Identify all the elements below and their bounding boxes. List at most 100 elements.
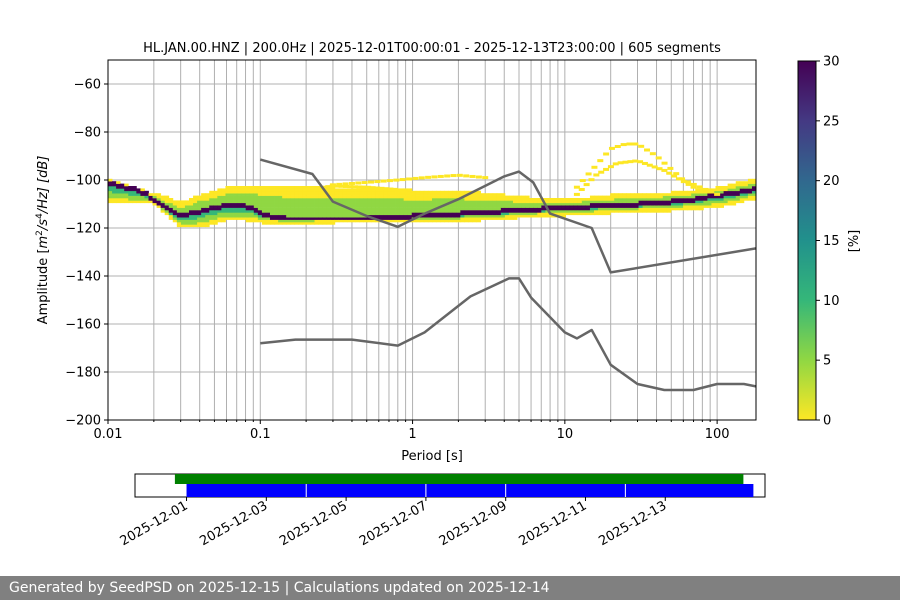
plot-area xyxy=(108,60,756,420)
heatmap-cell xyxy=(529,214,534,218)
heatmap-cell xyxy=(411,198,417,201)
heatmap-cell xyxy=(351,214,356,218)
heatmap-cell xyxy=(334,205,340,208)
heatmap-cell xyxy=(513,207,518,211)
heatmap-cell xyxy=(687,202,692,206)
heatmap-cell xyxy=(658,193,664,196)
heatmap-cell xyxy=(128,198,133,201)
heatmap-cell xyxy=(298,214,303,218)
heatmap-cell xyxy=(217,198,222,201)
heatmap-cell xyxy=(513,195,518,199)
heatmap-cell xyxy=(189,217,194,220)
heatmap-sparse-cell xyxy=(382,187,389,191)
heatmap-cell xyxy=(622,207,627,211)
heatmap-cell xyxy=(751,183,756,187)
heatmap-cell xyxy=(213,205,218,208)
heatmap-sparse-cell xyxy=(614,144,621,148)
x-tick-label: 1 xyxy=(408,427,416,442)
heatmap-sparse-cell xyxy=(632,159,639,163)
heatmap-cell xyxy=(521,210,526,213)
heatmap-cell xyxy=(225,202,230,206)
heatmap-cell xyxy=(261,186,267,189)
heatmap-cell xyxy=(286,222,291,225)
heatmap-cell xyxy=(213,219,218,223)
heatmap-cell xyxy=(176,207,182,211)
heatmap-cell xyxy=(346,188,352,192)
heatmap-cell xyxy=(164,200,170,204)
heatmap-sparse-cell xyxy=(661,168,668,172)
heatmap-cell xyxy=(468,212,473,216)
heatmap-cell xyxy=(387,219,392,223)
heatmap-cell xyxy=(265,205,271,208)
heatmap-cell xyxy=(274,195,279,199)
heatmap-cell xyxy=(403,214,409,218)
heatmap-cell xyxy=(415,205,421,208)
heatmap-cell xyxy=(634,210,639,213)
heatmap-cell xyxy=(529,207,534,211)
heatmap-cell xyxy=(168,207,174,211)
heatmap-cell xyxy=(403,202,409,206)
heatmap-cell xyxy=(209,217,214,220)
heatmap-cell xyxy=(427,212,433,216)
heatmap-cell xyxy=(237,207,243,211)
heatmap-cell xyxy=(642,205,648,208)
heatmap-cell xyxy=(270,222,275,225)
heatmap-cell xyxy=(233,212,238,216)
heatmap-cell xyxy=(286,210,291,213)
heatmap-cell xyxy=(492,198,498,201)
heatmap-cell xyxy=(448,205,453,208)
heatmap-cell xyxy=(727,186,733,189)
heatmap-cell xyxy=(217,219,222,223)
heatmap-cell xyxy=(472,193,477,196)
heatmap-cell xyxy=(646,193,652,196)
heatmap-cell xyxy=(496,205,502,208)
heatmap-cell xyxy=(508,207,514,211)
heatmap-cell xyxy=(205,200,210,204)
heatmap-cell xyxy=(278,202,283,206)
heatmap-cell xyxy=(112,195,117,199)
heatmap-cell xyxy=(294,193,299,196)
heatmap-cell xyxy=(314,200,319,204)
heatmap-cell xyxy=(342,219,348,223)
heatmap-cell xyxy=(176,205,182,208)
heatmap-cell xyxy=(387,214,392,218)
heatmap-cell xyxy=(391,219,396,223)
heatmap-cell xyxy=(265,202,271,206)
heatmap-cell xyxy=(363,202,368,206)
heatmap-cell xyxy=(124,190,129,194)
heatmap-cell xyxy=(290,214,295,218)
heatmap-cell xyxy=(622,202,627,206)
heatmap-cell xyxy=(403,210,409,213)
heatmap-cell xyxy=(290,190,295,194)
heatmap-cell xyxy=(707,205,712,208)
heatmap-cell xyxy=(270,195,275,199)
heatmap-cell xyxy=(415,200,421,204)
heatmap-cell xyxy=(500,210,506,213)
heatmap-cell xyxy=(282,212,287,216)
heatmap-sparse-cell xyxy=(387,187,394,191)
heatmap-sparse-cell xyxy=(368,180,375,184)
heatmap-cell xyxy=(342,217,348,220)
heatmap-cell xyxy=(496,200,502,204)
heatmap-sparse-cell xyxy=(469,174,476,178)
heatmap-cell xyxy=(484,205,490,208)
heatmap-cell xyxy=(719,198,724,201)
heatmap-cell xyxy=(407,200,413,204)
heatmap-cell xyxy=(654,207,660,211)
heatmap-cell xyxy=(193,207,198,211)
heatmap-cell xyxy=(265,210,271,213)
heatmap-cell xyxy=(120,195,125,199)
heatmap-sparse-cell xyxy=(374,186,381,190)
heatmap-cell xyxy=(492,200,498,204)
heatmap-cell xyxy=(626,205,631,208)
heatmap-cell xyxy=(492,193,498,196)
heatmap-cell xyxy=(306,207,311,211)
heatmap-cell xyxy=(302,198,307,201)
heatmap-cell xyxy=(383,195,388,199)
heatmap-cell xyxy=(521,207,526,211)
heatmap-cell xyxy=(371,210,376,213)
heatmap-cell xyxy=(176,200,182,204)
heatmap-cell xyxy=(108,183,113,187)
heatmap-cell xyxy=(189,210,194,213)
heatmap-cell xyxy=(379,198,384,201)
